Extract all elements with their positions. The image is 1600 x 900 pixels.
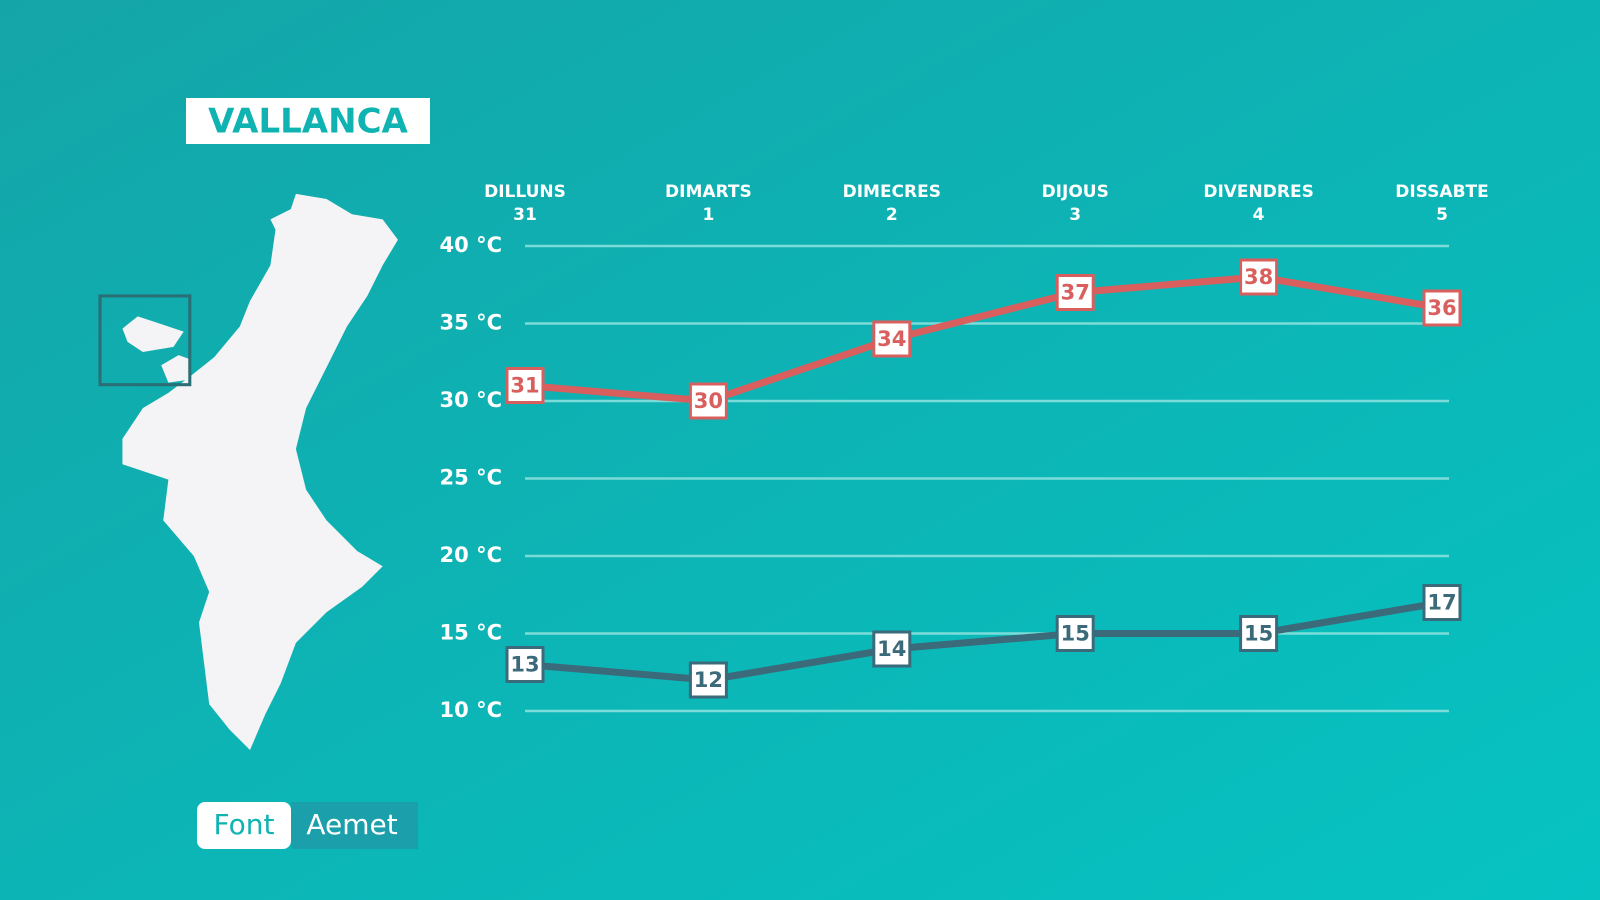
value-label-box: [1055, 274, 1095, 311]
region-map: [122, 193, 398, 750]
value-label: 14: [877, 637, 906, 661]
y-tick-label: 10 °C: [440, 698, 502, 722]
source: Aemet: [306, 808, 397, 841]
value-label: 38: [1244, 265, 1273, 289]
x-tick-label: DISSABTE: [1395, 182, 1488, 202]
value-label: 12: [694, 668, 723, 692]
location-box: [98, 294, 192, 387]
value-label-box: [505, 367, 545, 404]
title-box: [186, 98, 430, 144]
value-label-box: [1422, 584, 1462, 621]
x-tick-date: 5: [1436, 205, 1448, 225]
x-tick-date: 1: [702, 205, 714, 225]
value-label-box: [505, 646, 545, 683]
value-label-box: [1422, 289, 1462, 327]
source-box: [291, 802, 418, 849]
x-tick-label: DIVENDRES: [1203, 182, 1314, 202]
map-piece: [161, 355, 190, 383]
y-tick-label: 30 °C: [440, 388, 502, 412]
source-label: Font: [214, 808, 275, 841]
value-label: 36: [1427, 296, 1456, 320]
value-label-box: [1239, 615, 1279, 652]
source-label-box: [197, 802, 291, 849]
x-tick-date: 31: [513, 205, 537, 225]
y-tick-label: 35 °C: [440, 311, 502, 335]
value-label: 37: [1061, 281, 1090, 305]
value-label: 30: [694, 389, 723, 413]
x-tick-date: 3: [1069, 205, 1081, 225]
value-label: 15: [1061, 622, 1090, 646]
value-label-box: [688, 382, 728, 420]
y-tick-label: 15 °C: [440, 621, 502, 645]
value-label-box: [1055, 615, 1095, 652]
y-tick-label: 20 °C: [440, 543, 502, 567]
x-tick-label: DILLUNS: [484, 182, 566, 202]
chart-title: VALLANCA: [208, 102, 408, 142]
value-label-box: [688, 661, 728, 699]
value-label: 34: [877, 327, 906, 351]
x-tick-date: 4: [1253, 205, 1265, 225]
series-line: [524, 273, 1443, 405]
value-label-box: [872, 320, 912, 358]
value-label: 31: [510, 374, 539, 398]
value-label: 13: [510, 653, 539, 677]
map: [98, 193, 398, 750]
x-tick-label: DIJOUS: [1042, 182, 1109, 202]
series-line: [524, 599, 1443, 684]
x-tick-date: 2: [886, 205, 898, 225]
value-label: 17: [1427, 591, 1456, 615]
value-label: 15: [1244, 622, 1273, 646]
value-label-box: [1239, 258, 1279, 296]
y-tick-label: 40 °C: [440, 233, 502, 257]
value-label-box: [872, 630, 912, 668]
y-tick-label: 25 °C: [440, 466, 502, 490]
x-tick-label: DIMARTS: [665, 182, 752, 202]
x-tick-label: DIMECRES: [843, 182, 941, 202]
enclave: [122, 316, 184, 353]
